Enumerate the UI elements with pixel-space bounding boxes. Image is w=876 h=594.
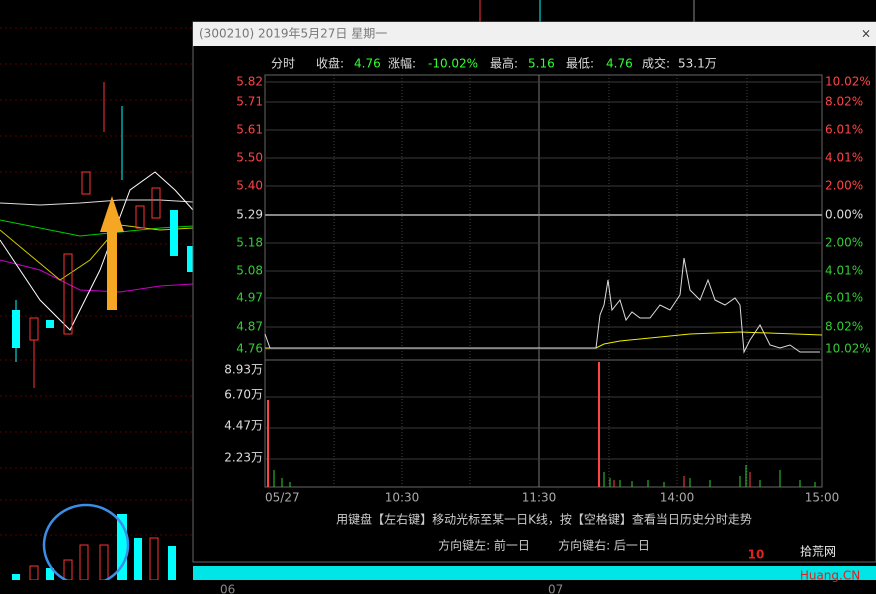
percent-label: 8.02% bbox=[825, 95, 863, 109]
volume-label: 6.70万 bbox=[224, 388, 263, 402]
date-label: 06 bbox=[220, 583, 235, 594]
time-label: 05/27 bbox=[265, 491, 300, 505]
price-label: 5.61 bbox=[236, 123, 263, 137]
volume-bars bbox=[267, 362, 816, 487]
label: 成交: bbox=[642, 56, 670, 71]
label: 涨幅: bbox=[388, 56, 416, 71]
price-label: 4.97 bbox=[236, 291, 263, 305]
close-button[interactable]: × bbox=[861, 27, 871, 41]
time-label: 15:00 bbox=[805, 491, 840, 505]
price-label: 4.87 bbox=[236, 320, 263, 334]
value: 5.16 bbox=[528, 57, 555, 71]
percent-label: 6.01% bbox=[825, 291, 863, 305]
price-label: 4.76 bbox=[236, 342, 263, 356]
percent-label: 10.02% bbox=[825, 342, 871, 356]
mode: 分时 bbox=[271, 57, 295, 71]
percent-label: 0.00% bbox=[825, 208, 863, 222]
value: 4.76 bbox=[606, 57, 633, 71]
price-label: 5.71 bbox=[236, 95, 263, 109]
percent-label: 10.02% bbox=[825, 75, 871, 89]
time-label: 10:30 bbox=[385, 491, 420, 505]
value: -10.02% bbox=[428, 57, 478, 71]
popup-window: (300210) 2019年5月27日 星期一 × 分时 收盘: 4.76 涨幅… bbox=[192, 21, 876, 563]
percent-label: 4.01% bbox=[825, 264, 863, 278]
label: 最高: bbox=[490, 56, 518, 71]
value: 4.76 bbox=[354, 57, 381, 71]
percent-label: 8.02% bbox=[825, 320, 863, 334]
hint: 方向键左: 前一日 bbox=[438, 538, 530, 553]
price-label: 5.40 bbox=[236, 179, 263, 193]
volume-label: 4.47万 bbox=[224, 419, 263, 433]
watermark: 10 拾荒网 Huang.CN bbox=[748, 544, 861, 583]
watermark-site: Huang.CN bbox=[800, 569, 860, 583]
window-title: (300210) 2019年5月27日 星期一 bbox=[199, 27, 387, 41]
percent-label: 2.00% bbox=[825, 179, 863, 193]
hint: 用键盘【左右键】移动光标至某一日K线，按【空格键】查看当日历史分时走势 bbox=[336, 512, 752, 527]
time-label: 11:30 bbox=[522, 491, 557, 505]
hint: 方向键右: 后一日 bbox=[558, 538, 650, 553]
price-line bbox=[264, 257, 820, 354]
volume-label: 8.93万 bbox=[224, 363, 263, 377]
percent-label: 4.01% bbox=[825, 151, 863, 165]
average-line bbox=[265, 331, 823, 349]
time-label: 14:00 bbox=[660, 491, 695, 505]
watermark-name: 拾荒网 bbox=[800, 544, 836, 559]
percent-label: 2.00% bbox=[825, 236, 863, 250]
price-label: 5.18 bbox=[236, 236, 263, 250]
date-label: 07 bbox=[548, 583, 563, 594]
price-label: 5.29 bbox=[236, 208, 263, 222]
price-label: 5.50 bbox=[236, 151, 263, 165]
label: 最低: bbox=[566, 57, 594, 71]
value: 53.1万 bbox=[678, 57, 717, 71]
watermark-number: 10 bbox=[748, 548, 765, 562]
price-label: 5.08 bbox=[236, 264, 263, 278]
percent-label: 6.01% bbox=[825, 123, 863, 137]
price-label: 5.82 bbox=[236, 75, 263, 89]
label: 收盘: bbox=[316, 56, 344, 71]
volume-label: 2.23万 bbox=[224, 451, 263, 465]
